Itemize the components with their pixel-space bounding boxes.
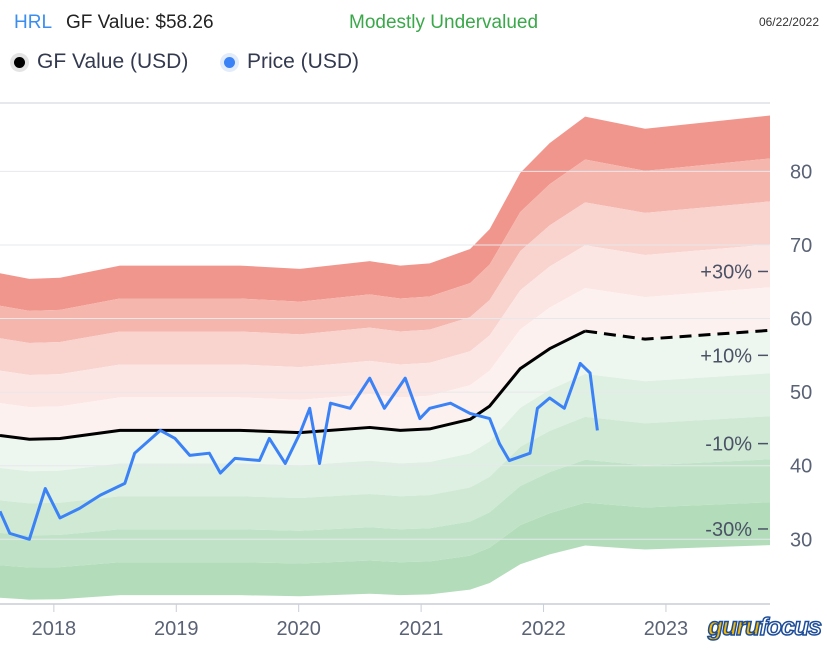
x-tick-label: 2023 (644, 618, 689, 640)
price-line (0, 361, 599, 541)
valuation-band (0, 373, 770, 504)
gf-value-label: GF Value: $58.26 (66, 12, 214, 33)
percent-band-label: -30% (705, 519, 752, 541)
legend-gf-value[interactable]: GF Value (USD) (14, 50, 188, 74)
percent-band-label: +10% (700, 345, 752, 367)
ticker-symbol[interactable]: HRL (14, 12, 53, 33)
valuation-band (0, 244, 770, 408)
x-tick-label: 2019 (154, 618, 199, 640)
logo-part: focus (759, 612, 823, 642)
y-tick-label: 80 (790, 161, 812, 183)
y-tick-label: 60 (790, 309, 812, 331)
x-tick-label: 2020 (276, 618, 321, 640)
x-tick-label: 2021 (399, 618, 444, 640)
legend-label: GF Value (USD) (37, 50, 189, 73)
legend-dot-icon (224, 56, 235, 68)
valuation-band (0, 416, 770, 536)
percent-band-label: -10% (705, 434, 752, 456)
y-tick-label: 70 (790, 235, 812, 257)
valuation-band (0, 459, 770, 568)
logo-part: guru (707, 612, 761, 642)
valuation-band (0, 158, 770, 343)
gurufocus-logo: gurufocus (707, 612, 823, 642)
x-tick-label: 2022 (521, 618, 566, 640)
legend-dot-icon (14, 56, 25, 68)
percent-band-label: +30% (700, 261, 752, 283)
y-tick-label: 40 (790, 456, 812, 478)
valuation-band (0, 115, 770, 311)
gf-value-line (0, 329, 586, 441)
y-tick-label: 50 (790, 382, 812, 404)
valuation-band (0, 287, 770, 440)
y-tick-label: 30 (790, 529, 812, 551)
valuation-status: Modestly Undervalued (349, 12, 539, 33)
legend-label: Price (USD) (247, 50, 360, 73)
valuation-band (0, 330, 770, 472)
date-label: 06/22/2022 (758, 15, 819, 29)
gf-value-projection-line (584, 328, 771, 341)
valuation-band (0, 502, 770, 600)
legend-price[interactable]: Price (USD) (224, 50, 359, 74)
x-tick-label: 2018 (32, 618, 77, 640)
